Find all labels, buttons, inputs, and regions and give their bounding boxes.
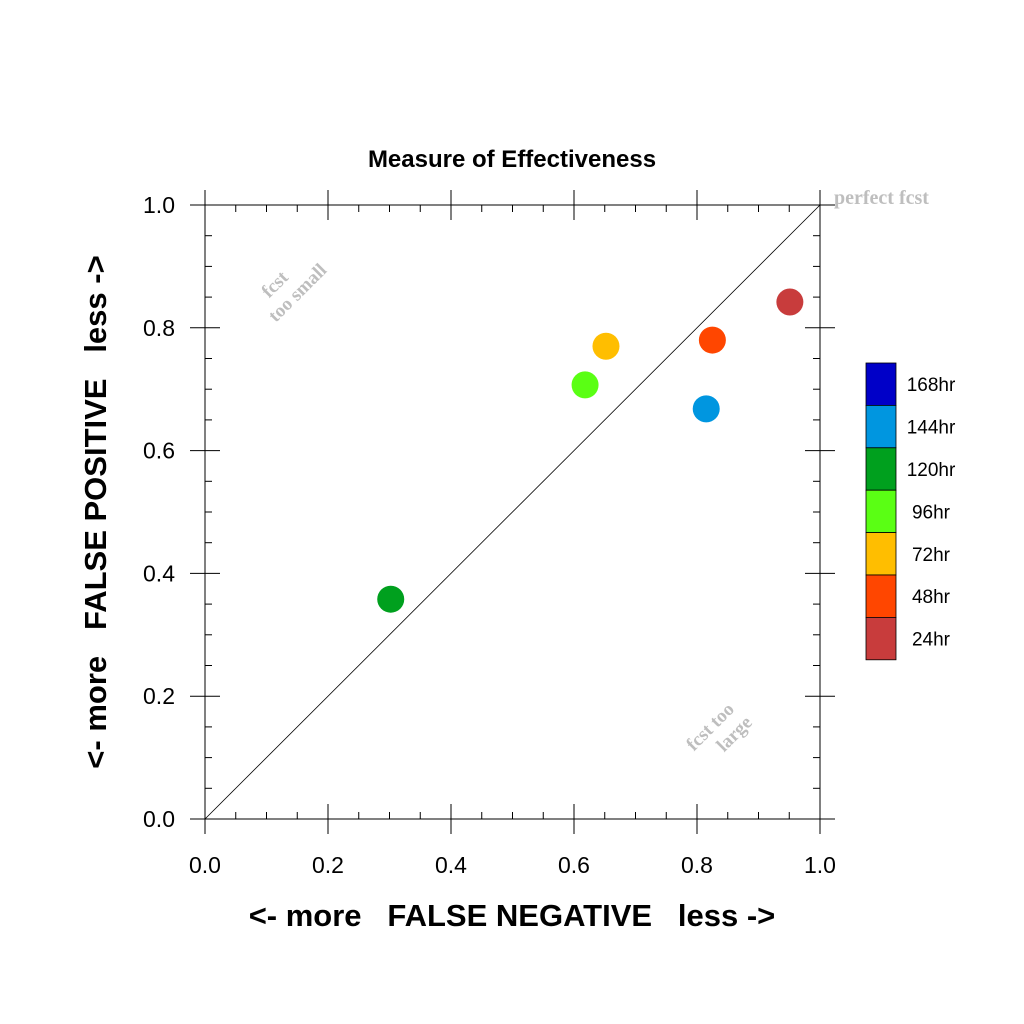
legend-swatch-144hr (865, 404, 897, 449)
y-tick-label: 0.2 (143, 683, 175, 709)
chart-title: Measure of Effectiveness (368, 146, 656, 173)
y-tick-label: 0.8 (143, 315, 175, 341)
legend-swatch-48hr (865, 574, 897, 618)
major-ticks (190, 190, 835, 834)
x-tick-label: 0.2 (312, 852, 344, 878)
y-tick-label: 1.0 (143, 192, 175, 218)
legend-label-48hr: 48hr (912, 587, 951, 608)
legend: 168hr 144hr 120hr 96hr 72hr 48hr 24hr (865, 362, 956, 661)
legend-label-24hr: 24hr (912, 630, 951, 651)
y-tick-label: 0.4 (143, 560, 175, 586)
y-axis-label: <- more FALSE POSITIVE less -> (78, 255, 113, 768)
data-point-72hr (592, 332, 620, 360)
x-tick-label: 0.0 (189, 852, 221, 878)
data-point-48hr (698, 326, 726, 354)
y-tick-label: 0.0 (143, 806, 175, 832)
minor-ticks (205, 205, 820, 819)
legend-swatch-120hr (865, 447, 897, 491)
legend-label-168hr: 168hr (907, 375, 956, 396)
legend-label-120hr: 120hr (907, 460, 956, 481)
legend-label-96hr: 96hr (912, 502, 951, 523)
legend-swatch-96hr (865, 489, 897, 534)
legend-swatch-24hr (865, 617, 897, 661)
x-tick-label: 0.6 (558, 852, 590, 878)
data-point-24hr (776, 288, 804, 316)
x-tick-label: 0.8 (681, 852, 713, 878)
x-tick-label: 1.0 (804, 852, 836, 878)
legend-label-144hr: 144hr (907, 418, 956, 439)
plot-area: 0.0 0.2 0.4 0.6 0.8 1.0 0.0 0.2 0.4 0.6 0.8 1.0 (143, 190, 836, 878)
legend-label-72hr: 72hr (912, 545, 951, 566)
fcst-too-small-annotation: fcst too small (258, 260, 331, 327)
x-tick-label: 0.4 (435, 852, 467, 878)
data-point-144hr (692, 395, 720, 423)
y-tick-labels: 0.0 0.2 0.4 0.6 0.8 1.0 (143, 192, 175, 832)
perfect-fcst-annotation: perfect fcst (834, 187, 929, 209)
x-axis-label: <- more FALSE NEGATIVE less -> (249, 898, 776, 933)
data-point-96hr (571, 371, 599, 399)
y-tick-label: 0.6 (143, 438, 175, 464)
data-point-120hr (377, 585, 405, 613)
fcst-too-large-annotation: fcst too large (682, 699, 756, 756)
diagonal-reference-line (204, 204, 821, 820)
data-points (377, 288, 804, 613)
x-tick-labels: 0.0 0.2 0.4 0.6 0.8 1.0 (189, 852, 836, 878)
legend-swatch-72hr (865, 532, 897, 576)
legend-swatch-168hr (865, 362, 897, 406)
